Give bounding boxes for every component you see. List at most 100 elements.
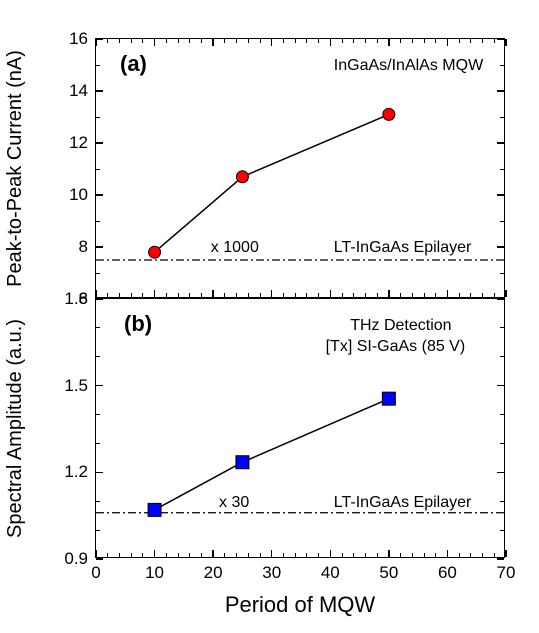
xtick-minor [178, 293, 179, 297]
xtick-minor [377, 293, 378, 297]
ytick-minor [500, 414, 504, 415]
xtick-minor [470, 553, 471, 557]
xtick-minor [224, 553, 225, 557]
ytick-label: 16 [69, 29, 88, 49]
ytick-minor [500, 356, 504, 357]
xtick-minor [353, 293, 354, 297]
xtick-major [330, 550, 332, 557]
xtick-minor-top [470, 39, 471, 43]
ytick-major [96, 194, 103, 196]
xtick-minor-top [283, 39, 284, 43]
xtick-major [154, 550, 156, 557]
ytick-major [96, 90, 103, 92]
data-marker [383, 108, 395, 120]
ytick-minor [96, 443, 100, 444]
xtick-major-top [154, 39, 156, 46]
ytick-label: 12 [69, 133, 88, 153]
panel-label-b: (b) [124, 311, 152, 337]
xtick-major-top [505, 39, 507, 46]
panel-label-a: (a) [120, 51, 147, 77]
xtick-minor [412, 553, 413, 557]
xtick-minor [248, 293, 249, 297]
xtick-minor-top [201, 39, 202, 43]
xtick-label: 70 [497, 563, 516, 583]
data-marker [236, 171, 248, 183]
xtick-minor [424, 293, 425, 297]
annotation: LT-InGaAs Epilayer [334, 494, 472, 512]
xtick-major [505, 290, 507, 297]
xtick-label: 30 [262, 563, 281, 583]
ytick-label: 10 [69, 185, 88, 205]
xtick-minor [494, 293, 495, 297]
ytick-major [96, 142, 103, 144]
figure: Peak-to-Peak Current (nA) Spectral Ampli… [0, 0, 539, 633]
ylabel-a-wrap: Peak-to-Peak Current (nA) [0, 38, 30, 298]
xtick-major-top [212, 39, 214, 46]
xtick-minor [412, 293, 413, 297]
xtick-major [154, 290, 156, 297]
xtick-minor [189, 553, 190, 557]
xtick-minor [306, 293, 307, 297]
ytick-major [497, 142, 504, 144]
xtick-minor [295, 553, 296, 557]
xtick-minor [189, 293, 190, 297]
annotation: x 1000 [211, 239, 259, 257]
annotation: THz Detection [350, 317, 451, 335]
xtick-minor [318, 553, 319, 557]
ytick-major [497, 472, 504, 474]
ytick-major [497, 194, 504, 196]
xtick-label: 10 [145, 563, 164, 583]
xtick-minor-top [178, 39, 179, 43]
ytick-minor [500, 530, 504, 531]
ytick-minor [96, 65, 100, 66]
xtick-minor-top [260, 39, 261, 43]
xtick-label: 0 [91, 563, 100, 583]
ytick-label: 0.9 [64, 549, 88, 569]
xtick-minor [283, 293, 284, 297]
ytick-major [497, 90, 504, 92]
xtick-minor-top [318, 39, 319, 43]
xtick-minor [201, 553, 202, 557]
ytick-minor [500, 65, 504, 66]
xtick-minor [248, 553, 249, 557]
ytick-minor [96, 414, 100, 415]
data-marker [149, 246, 161, 258]
xtick-minor [166, 553, 167, 557]
xtick-minor [295, 293, 296, 297]
xtick-major [212, 290, 214, 297]
ytick-label: 1.8 [64, 289, 88, 309]
xtick-minor [142, 293, 143, 297]
xtick-minor [142, 553, 143, 557]
xtick-minor [306, 553, 307, 557]
xtick-major [330, 290, 332, 297]
ytick-major [497, 385, 504, 387]
xtick-minor [342, 553, 343, 557]
xtick-major [95, 290, 97, 297]
ytick-minor [96, 327, 100, 328]
ytick-major [497, 298, 504, 300]
xtick-minor [107, 553, 108, 557]
xtick-major [95, 550, 97, 557]
ytick-minor [500, 443, 504, 444]
annotation: x 30 [219, 494, 249, 512]
xtick-minor [470, 293, 471, 297]
ytick-minor [500, 273, 504, 274]
xtick-minor [260, 293, 261, 297]
xtick-minor [201, 293, 202, 297]
xtick-minor [107, 293, 108, 297]
xtick-minor-top [435, 39, 436, 43]
ytick-minor [500, 221, 504, 222]
ytick-minor [96, 356, 100, 357]
ytick-minor [500, 501, 504, 502]
xtick-major-top [388, 39, 390, 46]
xtick-minor-top [166, 39, 167, 43]
ytick-minor [96, 169, 100, 170]
xtick-label: 40 [321, 563, 340, 583]
xtick-minor-top [306, 39, 307, 43]
xtick-minor-top [459, 39, 460, 43]
xtick-minor-top [119, 39, 120, 43]
annotation: LT-InGaAs Epilayer [334, 239, 472, 257]
xtick-minor [377, 553, 378, 557]
ytick-label: 14 [69, 81, 88, 101]
xtick-minor-top [424, 39, 425, 43]
